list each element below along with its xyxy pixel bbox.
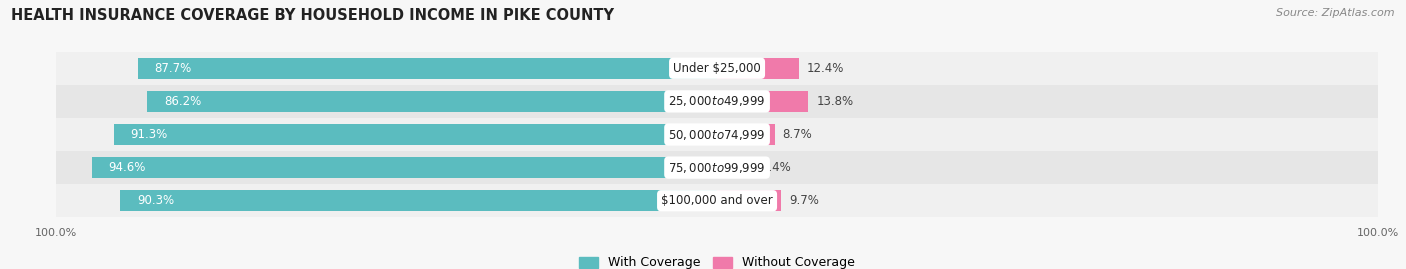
Text: 87.7%: 87.7% [155, 62, 191, 75]
Text: Source: ZipAtlas.com: Source: ZipAtlas.com [1277, 8, 1395, 18]
Bar [717, 58, 799, 79]
Bar [138, 58, 717, 79]
Bar [717, 124, 775, 145]
Text: 86.2%: 86.2% [165, 95, 201, 108]
Bar [56, 184, 1378, 217]
Bar [717, 190, 782, 211]
Text: 90.3%: 90.3% [136, 194, 174, 207]
Bar [148, 91, 717, 112]
Text: Under $25,000: Under $25,000 [673, 62, 761, 75]
Text: 5.4%: 5.4% [761, 161, 790, 174]
Bar [114, 124, 717, 145]
Bar [56, 118, 1378, 151]
Bar [91, 157, 717, 178]
Legend: With Coverage, Without Coverage: With Coverage, Without Coverage [579, 256, 855, 269]
Text: $100,000 and over: $100,000 and over [661, 194, 773, 207]
Bar [121, 190, 717, 211]
Text: 8.7%: 8.7% [783, 128, 813, 141]
Text: 94.6%: 94.6% [108, 161, 146, 174]
Text: 91.3%: 91.3% [131, 128, 167, 141]
Bar [56, 151, 1378, 184]
Text: 13.8%: 13.8% [815, 95, 853, 108]
Bar [56, 85, 1378, 118]
Bar [56, 52, 1378, 85]
Text: HEALTH INSURANCE COVERAGE BY HOUSEHOLD INCOME IN PIKE COUNTY: HEALTH INSURANCE COVERAGE BY HOUSEHOLD I… [11, 8, 614, 23]
Text: 12.4%: 12.4% [807, 62, 845, 75]
Bar [717, 157, 752, 178]
Text: 9.7%: 9.7% [789, 194, 818, 207]
Bar [717, 91, 808, 112]
Text: $25,000 to $49,999: $25,000 to $49,999 [668, 94, 766, 108]
Text: $50,000 to $74,999: $50,000 to $74,999 [668, 128, 766, 141]
Text: $75,000 to $99,999: $75,000 to $99,999 [668, 161, 766, 175]
